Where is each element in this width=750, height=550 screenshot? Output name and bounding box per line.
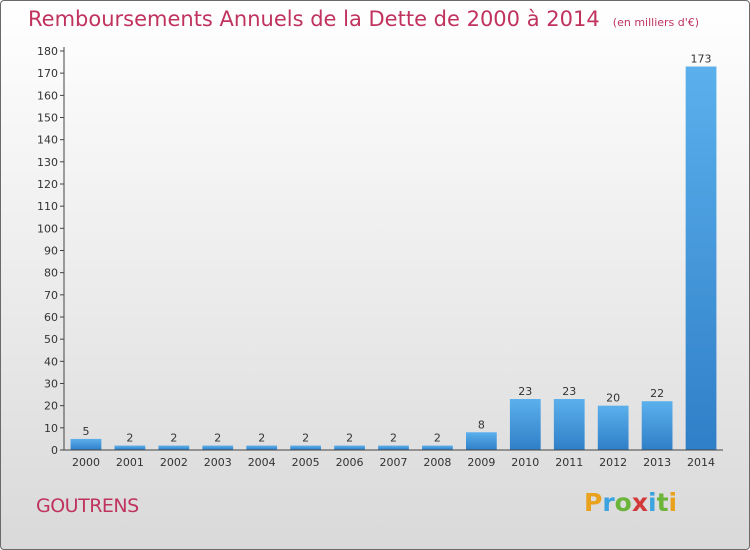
y-tick-label: 30: [44, 378, 58, 391]
x-tick-label-2013: 2013: [643, 456, 671, 469]
bar-2000: [70, 438, 102, 450]
chart-subtitle: (en milliers d'€): [612, 16, 700, 29]
bar-2010: [509, 399, 541, 450]
proxiti-logo: Proxiti: [584, 488, 677, 517]
logo-letter: i: [668, 488, 678, 517]
data-label-2008: 2: [434, 432, 441, 445]
y-tick-label: 20: [44, 400, 58, 413]
bar-2003: [202, 445, 234, 450]
x-tick-label-2006: 2006: [336, 456, 364, 469]
data-label-2009: 8: [478, 418, 485, 431]
data-label-2006: 2: [346, 432, 353, 445]
x-tick-label-2004: 2004: [248, 456, 276, 469]
y-axis: 0 10 20 30 40 50 60 70 80 90 100 110 120 130 140 150 160…: [37, 45, 65, 457]
y-tick-label: 70: [44, 289, 58, 302]
data-label-2010: 23: [518, 385, 532, 398]
x-tick-label-2011: 2011: [555, 456, 583, 469]
x-tick-label-2009: 2009: [467, 456, 495, 469]
x-tick-label-2008: 2008: [423, 456, 451, 469]
y-tick-label: 120: [37, 178, 58, 191]
bar-2014: [685, 66, 717, 451]
x-tick-label-2001: 2001: [116, 456, 144, 469]
y-tick-label: 50: [44, 333, 58, 346]
logo-letter: P: [584, 488, 603, 517]
y-tick-label: 80: [44, 267, 58, 280]
bar-2005: [290, 445, 322, 450]
x-tick-label-2000: 2000: [72, 456, 100, 469]
x-tick-label-2005: 2005: [292, 456, 320, 469]
bar-2001: [114, 445, 146, 450]
data-label-2004: 2: [258, 432, 265, 445]
y-tick-label: 10: [44, 422, 58, 435]
logo-letter: x: [631, 488, 648, 517]
logo-letter: t: [656, 488, 669, 517]
x-axis: 2000 2001 2002 2003 2004 2005 2006 2007 2008 2009…: [64, 449, 723, 469]
commune-name: GOUTRENS: [36, 495, 139, 517]
bar-2004: [246, 445, 278, 450]
bar-2008: [422, 445, 453, 450]
data-label-2000: 5: [82, 425, 89, 438]
data-label-2007: 2: [390, 432, 397, 445]
data-label-2001: 2: [126, 432, 133, 445]
y-tick-label: 40: [44, 355, 58, 368]
data-label-2005: 2: [302, 432, 309, 445]
chart-title: Remboursements Annuels de la Dette de 20…: [28, 7, 600, 31]
bar-2009: [465, 432, 497, 450]
x-tick-label-2003: 2003: [204, 456, 232, 469]
data-label-2014: 173: [691, 53, 712, 66]
y-tick-label: 170: [37, 67, 58, 80]
y-tick-label: 140: [37, 134, 58, 147]
bar-2013: [641, 401, 673, 450]
data-label-2011: 23: [562, 385, 576, 398]
y-tick-label: 150: [37, 112, 58, 125]
bar-2012: [597, 405, 629, 450]
y-tick-label: 160: [37, 89, 58, 102]
y-tick-label: 110: [37, 200, 58, 213]
y-tick-label: 130: [37, 156, 58, 169]
bar-2002: [158, 445, 190, 450]
x-tick-label-2014: 2014: [687, 456, 715, 469]
x-tick-label-2007: 2007: [380, 456, 408, 469]
logo-letter: i: [648, 488, 657, 517]
data-label-2013: 22: [650, 387, 664, 400]
y-tick-label: 60: [44, 311, 58, 324]
bar-2007: [378, 445, 409, 450]
y-tick-label: 180: [37, 45, 58, 58]
title-row: Remboursements Annuels de la Dette de 20…: [28, 7, 699, 31]
bar-2011: [553, 399, 585, 450]
data-label-2002: 2: [170, 432, 177, 445]
data-label-2003: 2: [214, 432, 221, 445]
logo-letter: o: [614, 488, 632, 517]
x-tick-label-2012: 2012: [599, 456, 627, 469]
y-tick-label: 100: [37, 222, 58, 235]
x-tick-label-2002: 2002: [160, 456, 188, 469]
bar-2006: [334, 445, 365, 450]
y-tick-label: 0: [51, 444, 58, 457]
logo-letter: r: [602, 488, 615, 517]
y-tick-label: 90: [44, 245, 58, 258]
data-label-2012: 20: [606, 392, 620, 405]
x-tick-label-2010: 2010: [511, 456, 539, 469]
